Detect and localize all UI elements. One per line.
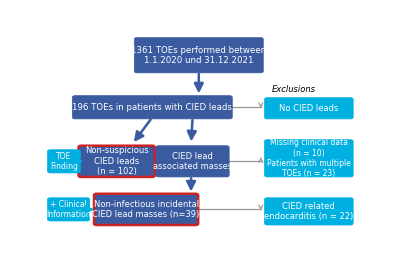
Text: Non-infectious incidental
CIED lead masses (n=39): Non-infectious incidental CIED lead mass…: [92, 200, 200, 219]
Text: No CIED leads: No CIED leads: [279, 104, 338, 113]
Text: CIED lead
associated masses: CIED lead associated masses: [153, 152, 232, 171]
Text: Missing clinical data
(n = 10)
Patients with multiple
TOEs (n = 23): Missing clinical data (n = 10) Patients …: [267, 138, 351, 178]
FancyBboxPatch shape: [264, 140, 353, 177]
FancyBboxPatch shape: [78, 146, 155, 177]
FancyBboxPatch shape: [94, 194, 198, 225]
Text: Exclusions: Exclusions: [272, 85, 316, 94]
FancyBboxPatch shape: [264, 198, 353, 225]
FancyBboxPatch shape: [264, 98, 353, 119]
FancyBboxPatch shape: [48, 198, 90, 221]
FancyBboxPatch shape: [48, 150, 80, 173]
Text: 1361 TOEs performed between
1.1.2020 und 31.12.2021: 1361 TOEs performed between 1.1.2020 und…: [131, 46, 266, 65]
Text: + Clinical
Information: + Clinical Information: [46, 200, 91, 219]
Text: CIED related
endocarditis (n = 22): CIED related endocarditis (n = 22): [264, 202, 354, 221]
Text: TOE
Finding: TOE Finding: [50, 152, 78, 171]
Text: Non-suspicious
CIED leads
(n = 102): Non-suspicious CIED leads (n = 102): [85, 146, 148, 176]
FancyBboxPatch shape: [72, 96, 232, 119]
Text: 196 TOEs in patients with CIED leads: 196 TOEs in patients with CIED leads: [72, 103, 232, 112]
FancyBboxPatch shape: [156, 146, 229, 177]
FancyBboxPatch shape: [134, 38, 263, 73]
